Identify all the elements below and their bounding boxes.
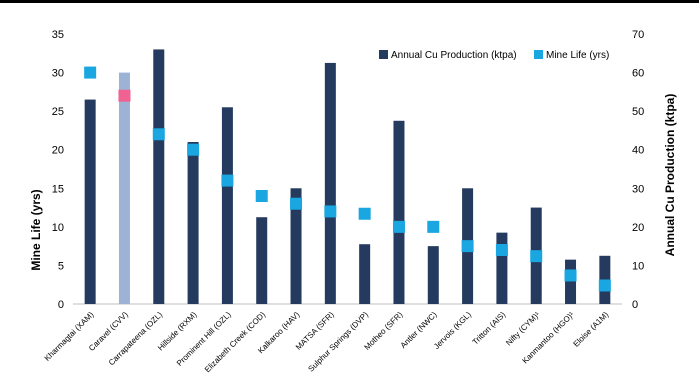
left-axis-title: Mine Life (yrs) xyxy=(29,189,43,270)
marker-caravel-cvv xyxy=(118,89,131,102)
category-label: Tritton (AIS) xyxy=(471,310,508,347)
legend-swatch-mine-life xyxy=(534,50,543,59)
marker-kharmagtai-xam xyxy=(84,66,97,79)
category-label: Kharmagtai (XAM) xyxy=(43,310,96,363)
right-axis-ticks: 0 10 20 30 40 50 60 70 xyxy=(632,29,644,311)
bar-carrapateena-ozl xyxy=(153,49,165,304)
left-tick-label: 15 xyxy=(52,183,64,195)
bar-elizabeth-creek-cod xyxy=(256,217,268,304)
bar-kanmantoo-hgo xyxy=(565,259,577,304)
mine-life-markers xyxy=(84,66,611,292)
left-tick-label: 25 xyxy=(52,106,64,118)
right-tick-label: 70 xyxy=(632,29,644,41)
left-tick-label: 10 xyxy=(52,222,64,234)
right-tick-label: 60 xyxy=(632,68,644,80)
bar-caravel-cvv xyxy=(118,72,130,304)
bar-prominent-hill-ozl xyxy=(221,107,233,305)
marker-matsa-sfr xyxy=(324,205,337,218)
production-bars xyxy=(84,49,611,305)
marker-antler-nwc xyxy=(427,220,440,233)
right-axis-title: Annual Cu Production (ktpa) xyxy=(663,94,677,257)
bar-hillside-rxm xyxy=(187,142,199,304)
top-rule xyxy=(0,0,699,3)
left-tick-label: 20 xyxy=(52,145,64,157)
category-label: Eloise (A1M) xyxy=(572,310,611,349)
bar-antler-nwc xyxy=(427,246,439,304)
category-labels: Kharmagtai (XAM)Caravel (CVV)Carrapateen… xyxy=(43,310,611,374)
bar-tritton-ais xyxy=(496,232,508,304)
marker-motheo-sfr xyxy=(392,220,405,233)
marker-kanmantoo-hgo xyxy=(564,269,577,282)
left-tick-label: 35 xyxy=(52,29,64,41)
marker-tritton-ais xyxy=(495,244,508,256)
right-tick-label: 10 xyxy=(632,260,644,272)
legend-swatch-production xyxy=(379,50,388,59)
right-tick-label: 30 xyxy=(632,183,644,195)
bar-motheo-sfr xyxy=(393,120,405,305)
category-label: Nifty (CYM)¹ xyxy=(504,310,542,348)
right-tick-label: 40 xyxy=(632,145,644,157)
bar-kalkaroo-hav xyxy=(290,188,302,304)
left-tick-label: 30 xyxy=(52,68,64,80)
right-tick-label: 0 xyxy=(632,299,638,311)
bar-sulphur-springs-dvp xyxy=(359,244,371,304)
legend-label-production: Annual Cu Production (ktpa) xyxy=(391,50,517,61)
right-tick-label: 20 xyxy=(632,222,644,234)
marker-prominent-hill-ozl xyxy=(221,174,234,187)
marker-jervois-kgl xyxy=(461,240,474,253)
marker-nifty-cym xyxy=(530,250,543,263)
marker-sulphur-springs-dvp xyxy=(358,207,371,220)
marker-carrapateena-ozl xyxy=(152,128,165,141)
marker-elizabeth-creek-cod xyxy=(255,190,268,202)
bar-kharmagtai-xam xyxy=(84,99,96,304)
right-tick-label: 50 xyxy=(632,106,644,118)
category-label: Sulphur Springs (DVP) xyxy=(306,310,370,374)
left-tick-label: 5 xyxy=(58,260,64,272)
marker-kalkaroo-hav xyxy=(290,197,303,210)
category-label: Elizabeth Creek (COD) xyxy=(203,310,267,374)
legend: Annual Cu Production (ktpa) Mine Life (y… xyxy=(379,50,609,61)
left-tick-label: 0 xyxy=(58,299,64,311)
marker-eloise-a1m xyxy=(598,279,611,292)
legend-label-mine-life: Mine Life (yrs) xyxy=(546,50,609,61)
left-axis-ticks: 0 5 10 15 20 25 30 35 xyxy=(52,29,64,311)
marker-hillside-rxm xyxy=(187,143,200,156)
bar-matsa-sfr xyxy=(324,62,336,304)
